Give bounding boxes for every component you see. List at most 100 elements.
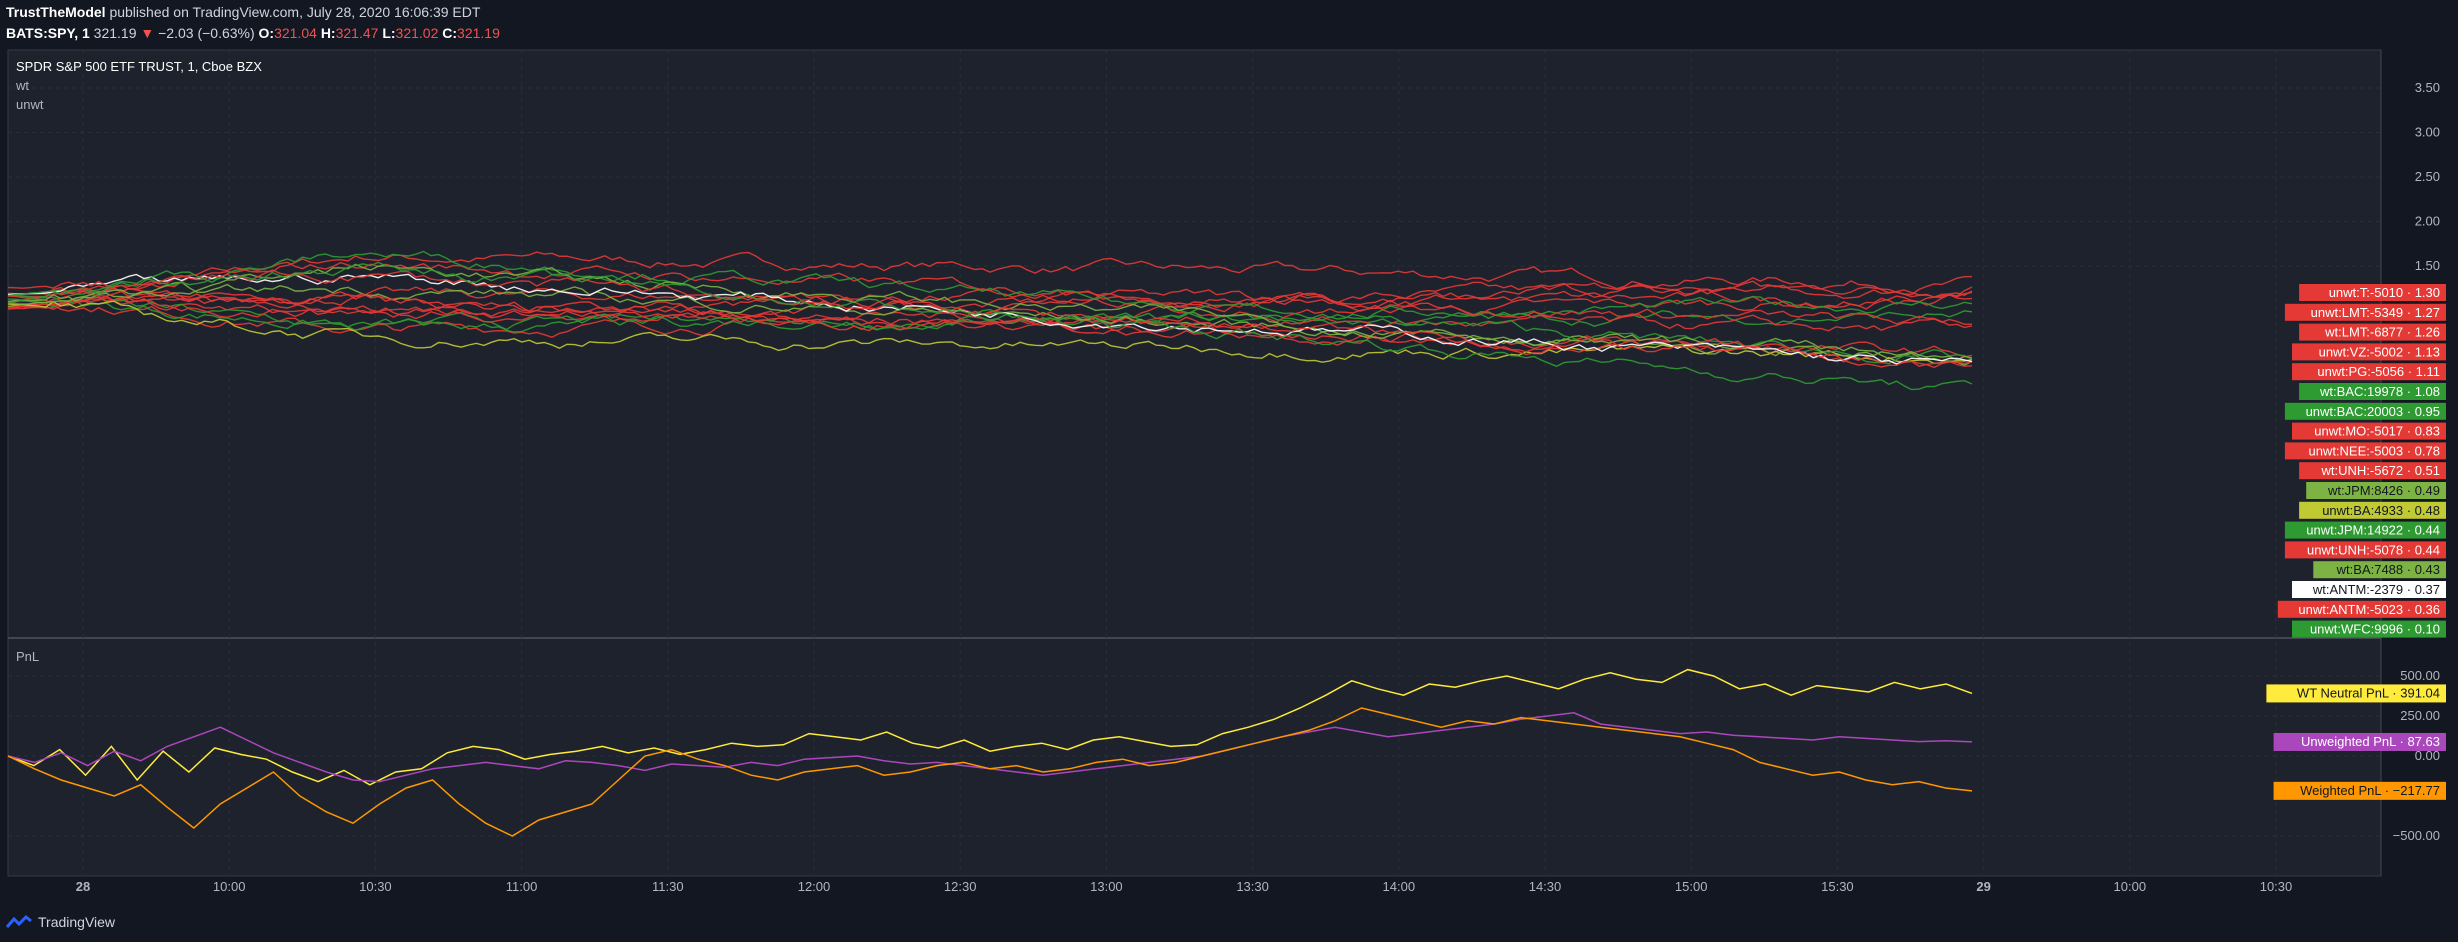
time-tick-label: 13:30 xyxy=(1236,879,1269,894)
close-label: C: xyxy=(442,25,458,41)
value-label-text: wt:ANTM:-2379 · 0.37 xyxy=(2312,582,2440,597)
pnl-label-bg xyxy=(2273,732,2446,751)
close-value: 321.19 xyxy=(457,25,500,41)
series-line xyxy=(7,251,1973,310)
tradingview-logo[interactable]: TradingView xyxy=(6,914,115,930)
open-value: 321.04 xyxy=(274,25,317,41)
series-line xyxy=(7,280,1973,321)
price-tick-label: 3.50 xyxy=(2415,80,2440,95)
value-label-text: unwt:NEE:-5003 · 0.78 xyxy=(2308,443,2440,458)
value-label-text: unwt:MO:-5017 · 0.83 xyxy=(2314,424,2440,439)
value-label-text: wt:BA:7488 · 0.43 xyxy=(2336,562,2440,577)
low-label: L: xyxy=(382,25,396,41)
low-value: 321.02 xyxy=(395,25,439,41)
value-label-text: unwt:UNH:-5078 · 0.44 xyxy=(2307,542,2440,557)
price-tick-label: 1.50 xyxy=(2415,258,2440,273)
series-value-labels: unwt:T:-5010 · 1.30 unwt:LMT:-5349 · 1.27… xyxy=(2266,284,2446,800)
last-price: 321.19 xyxy=(93,25,137,41)
publish-info: published on TradingView.com, July 28, 2… xyxy=(109,4,481,20)
time-tick-label: 15:30 xyxy=(1821,879,1854,894)
series-line xyxy=(7,296,1973,332)
high-label: H: xyxy=(320,25,336,41)
series-line xyxy=(7,286,1973,369)
value-label-text: unwt:VZ:-5002 · 1.13 xyxy=(2319,344,2440,359)
value-label-text: wt:UNH:-5672 · 0.51 xyxy=(2321,463,2441,478)
price-axis-ticks: 3.50 3.00 2.50 2.00 1.50 500.00 250.00 0.00 −500… xyxy=(2393,80,2440,843)
symbol-label[interactable]: BATS:SPY, 1 xyxy=(6,25,90,41)
pnl-series-group xyxy=(7,668,1973,837)
value-label-text: wt:BAC:19978 · 1.08 xyxy=(2319,384,2440,399)
main-series-group xyxy=(7,250,1973,391)
value-label-bg xyxy=(2299,462,2446,480)
legend-unwt[interactable]: unwt xyxy=(16,97,44,112)
price-tick-label: 2.00 xyxy=(2415,214,2440,229)
time-tick-label: 10:00 xyxy=(2114,879,2147,894)
value-label-bg xyxy=(2299,501,2446,519)
value-label-bg xyxy=(2277,600,2446,618)
value-label-bg xyxy=(2292,422,2446,440)
value-label-text: unwt:BAC:20003 · 0.95 xyxy=(2306,404,2440,419)
value-label-bg xyxy=(2292,343,2446,361)
chart-pane-bg xyxy=(7,49,2382,877)
value-label-text: unwt:BA:4933 · 0.48 xyxy=(2322,503,2440,518)
time-tick-label: 28 xyxy=(76,879,90,894)
series-line xyxy=(7,261,1973,391)
pnl-label-text: WT Neutral PnL · 391.04 xyxy=(2297,685,2440,700)
time-tick-label: 29 xyxy=(1976,879,1990,894)
value-label-bg xyxy=(2284,442,2446,460)
time-tick-label: 15:00 xyxy=(1675,879,1708,894)
pnl-tick-label: 250.00 xyxy=(2400,708,2440,723)
time-tick-label: 11:00 xyxy=(506,879,538,894)
footer: TradingView xyxy=(0,902,2458,942)
time-tick-label: 12:00 xyxy=(798,879,831,894)
value-label-bg xyxy=(2292,620,2446,638)
high-value: 321.47 xyxy=(335,25,379,41)
value-label-bg xyxy=(2306,482,2446,499)
value-label-bg xyxy=(2284,541,2446,559)
legend-wt[interactable]: wt xyxy=(16,78,29,93)
chart-title[interactable]: SPDR S&P 500 ETF TRUST, 1, Cboe BZX xyxy=(16,59,262,74)
value-label-bg xyxy=(2284,303,2446,321)
value-label-text: unwt:LMT:-5349 · 1.27 xyxy=(2311,305,2440,320)
pnl-tick-label: 0.00 xyxy=(2415,748,2440,763)
open-label: O: xyxy=(258,25,275,41)
series-line xyxy=(7,300,1973,365)
value-label-text: wt:JPM:8426 · 0.49 xyxy=(2327,483,2440,498)
series-line xyxy=(7,261,1973,329)
series-line xyxy=(7,263,1973,361)
value-label-text: unwt:JPM:14922 · 0.44 xyxy=(2306,523,2440,538)
pnl-label-text: Weighted PnL · −217.77 xyxy=(2300,783,2440,798)
legend-pnl[interactable]: PnL xyxy=(16,649,40,664)
value-label-bg xyxy=(2299,284,2446,301)
pnl-tick-label: −500.00 xyxy=(2393,828,2440,843)
author-name[interactable]: TrustTheModel xyxy=(6,4,106,20)
ohlc-line: BATS:SPY, 1 321.19 ▼ −2.03 (−0.63%) O:32… xyxy=(6,25,500,41)
price-change: −2.03 (−0.63%) xyxy=(158,25,255,41)
value-label-bg xyxy=(2292,581,2446,598)
value-label-text: wt:LMT:-6877 · 1.26 xyxy=(2324,325,2440,340)
time-tick-label: 14:30 xyxy=(1529,879,1562,894)
time-tick-label: 11:30 xyxy=(652,879,684,894)
pnl-label-text: Unweighted PnL · 87.63 xyxy=(2301,734,2440,749)
tradingview-brand: TradingView xyxy=(38,914,116,930)
down-arrow-icon: ▼ xyxy=(140,25,155,41)
pnl-tick-label: 500.00 xyxy=(2400,668,2440,683)
publish-line: TrustTheModel published on TradingView.c… xyxy=(6,4,480,20)
series-line xyxy=(7,269,1973,368)
chart-canvas[interactable]: 3.50 3.00 2.50 2.00 1.50 500.00 250.00 0.00 −500… xyxy=(0,46,2458,902)
value-label-text: unwt:WFC:9996 · 0.10 xyxy=(2310,622,2440,637)
time-tick-label: 10:30 xyxy=(359,879,392,894)
value-label-bg xyxy=(2292,363,2446,381)
value-label-text: unwt:PG:-5056 · 1.11 xyxy=(2317,364,2440,379)
chart-header: TrustTheModel published on TradingView.c… xyxy=(0,0,2458,46)
time-tick-label: 14:00 xyxy=(1383,879,1416,894)
value-label-bg xyxy=(2284,521,2446,539)
value-label-text: unwt:ANTM:-5023 · 0.36 xyxy=(2298,602,2440,617)
pnl-line xyxy=(7,707,1973,837)
time-tick-label: 13:00 xyxy=(1090,879,1123,894)
pnl-label-bg xyxy=(2266,684,2446,703)
pnl-label-bg xyxy=(2273,781,2446,800)
time-tick-label: 10:00 xyxy=(213,879,246,894)
series-line xyxy=(7,250,1973,365)
tradingview-icon xyxy=(6,915,32,928)
